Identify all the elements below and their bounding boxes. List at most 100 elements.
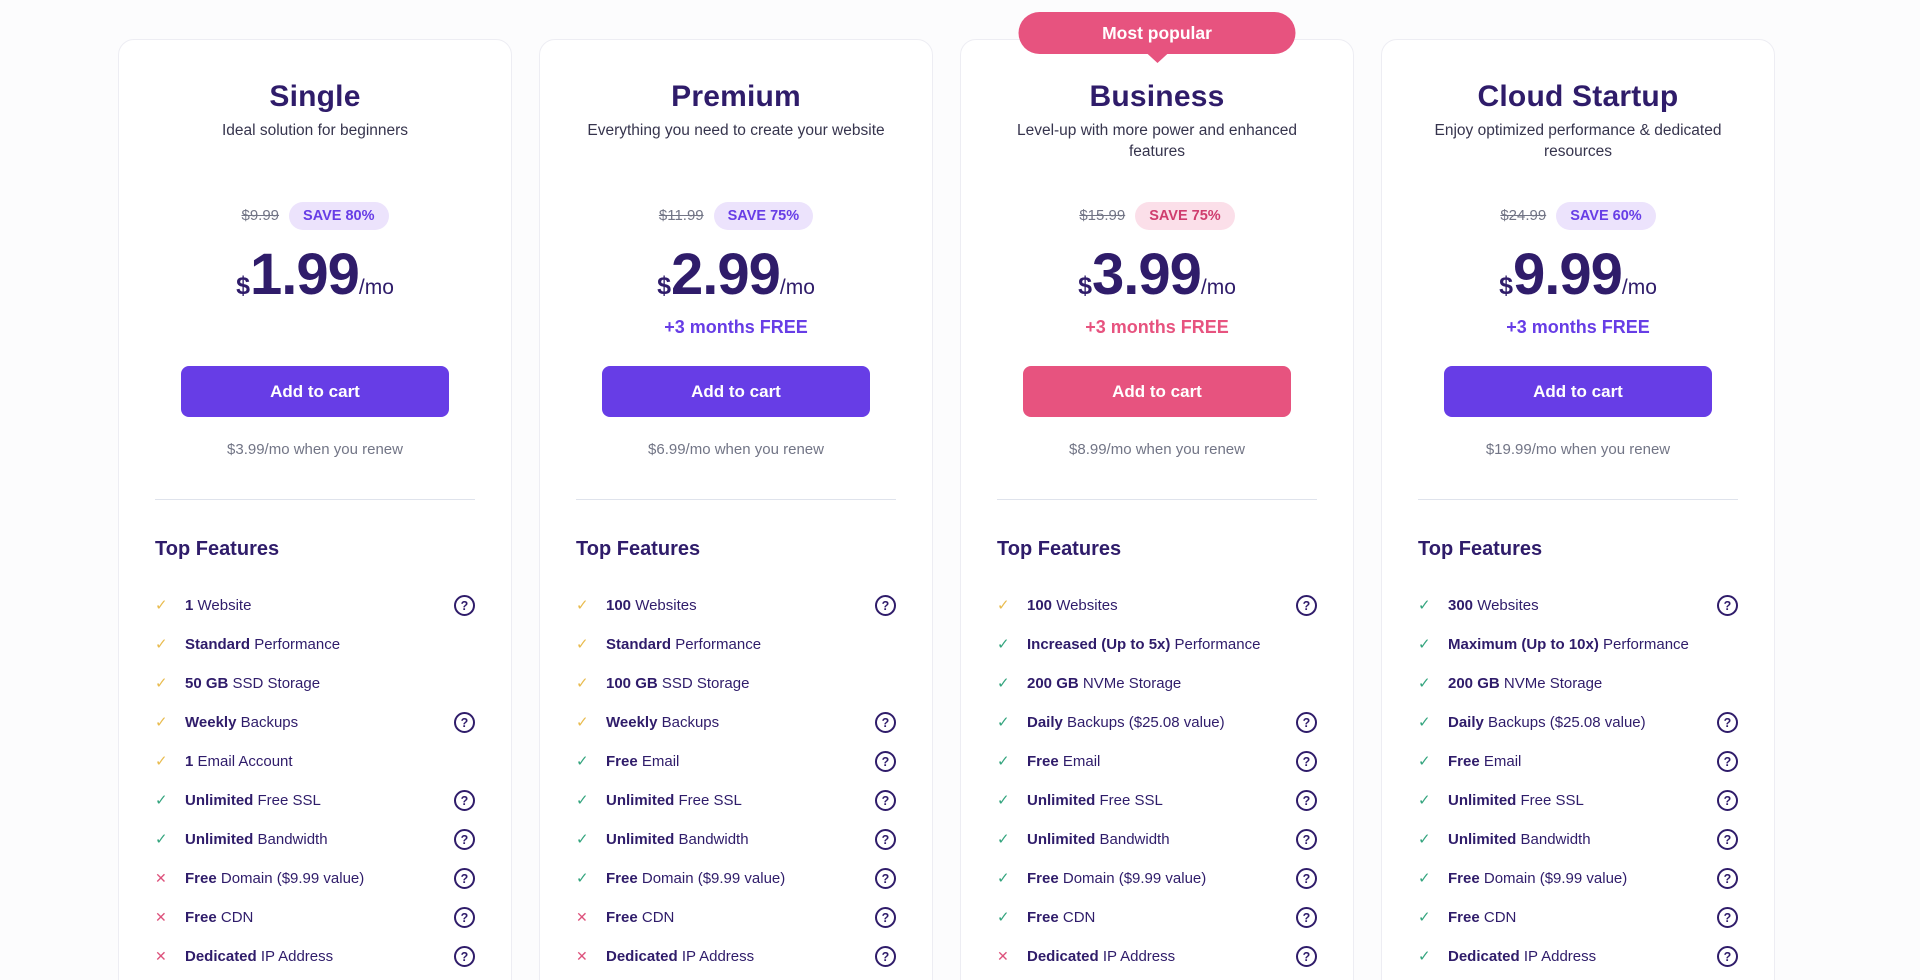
feature-text: Performance	[254, 636, 341, 653]
feature-bold-text: 50 GB	[185, 675, 229, 692]
plan-title: Cloud Startup	[1477, 80, 1679, 113]
feature-item: ✓ Free Domain ($9.99 value) ?	[1418, 867, 1738, 890]
help-icon[interactable]: ?	[1296, 868, 1317, 889]
help-icon[interactable]: ?	[875, 595, 896, 616]
feature-text: Backups ($25.08 value)	[1488, 714, 1646, 731]
help-icon[interactable]: ?	[1717, 790, 1738, 811]
help-icon[interactable]: ?	[1296, 712, 1317, 733]
check-icon: ✓	[997, 792, 1010, 809]
feature-item: ✓ 1 Website ?	[155, 594, 475, 617]
plan-subtitle: Ideal solution for beginners	[221, 122, 409, 139]
check-icon: ✓	[576, 636, 589, 653]
help-icon[interactable]: ?	[1296, 907, 1317, 928]
help-icon[interactable]: ?	[875, 751, 896, 772]
help-icon[interactable]: ?	[1296, 829, 1317, 850]
help-icon[interactable]: ?	[454, 712, 475, 733]
feature-text: NVMe Storage	[1082, 675, 1182, 692]
add-to-cart-button[interactable]: Add to cart	[1444, 366, 1712, 417]
price-amount: 2.99	[671, 242, 781, 307]
feature-label: 1 Email Account	[185, 753, 475, 770]
help-icon[interactable]: ?	[1717, 868, 1738, 889]
feature-bold-text: Weekly	[185, 714, 237, 731]
feature-text: IP Address	[1523, 948, 1597, 965]
help-icon[interactable]: ?	[454, 790, 475, 811]
help-icon[interactable]: ?	[454, 946, 475, 967]
most-popular-label: Most popular	[1102, 23, 1212, 43]
feature-bold-text: Free	[1027, 909, 1059, 926]
help-icon[interactable]: ?	[454, 868, 475, 889]
feature-text: Bandwidth	[1099, 831, 1170, 848]
feature-text: Free SSL	[1520, 792, 1584, 809]
help-icon[interactable]: ?	[454, 595, 475, 616]
feature-label: 200 GB NVMe Storage	[1448, 675, 1738, 692]
feature-item: ✓ Daily Backups ($25.08 value) ?	[997, 711, 1317, 734]
check-icon: ✓	[1418, 675, 1431, 692]
price-amount: 1.99	[250, 242, 360, 307]
feature-item: ✕ Free CDN ?	[576, 906, 896, 929]
feature-bold-text: Weekly	[606, 714, 658, 731]
cross-icon: ✕	[155, 948, 167, 964]
renewal-price-note: $19.99/mo when you renew	[1485, 441, 1671, 458]
feature-text: Backups ($25.08 value)	[1067, 714, 1225, 731]
plan-title: Single	[269, 80, 361, 113]
feature-text: Backups	[240, 714, 299, 731]
feature-item: ✓ Daily Backups ($25.08 value) ?	[1418, 711, 1738, 734]
help-icon[interactable]: ?	[875, 907, 896, 928]
pricing-card-premium: Premium Everything you need to create yo…	[539, 39, 933, 980]
help-icon[interactable]: ?	[454, 829, 475, 850]
add-to-cart-button[interactable]: Add to cart	[602, 366, 870, 417]
help-icon[interactable]: ?	[1717, 907, 1738, 928]
feature-text: Email	[1483, 753, 1522, 770]
help-icon[interactable]: ?	[875, 712, 896, 733]
feature-label: Free CDN	[1448, 909, 1717, 926]
feature-bold-text: Standard	[606, 636, 672, 653]
feature-text: IP Address	[681, 948, 755, 965]
feature-label: 50 GB SSD Storage	[185, 675, 475, 692]
top-features-heading: Top Features	[997, 538, 1122, 560]
help-icon[interactable]: ?	[1296, 946, 1317, 967]
check-icon: ✓	[1418, 831, 1431, 848]
feature-label: Free Email	[606, 753, 875, 770]
features-list: ✓ 100 Websites ? ✓ Standard Performance …	[576, 594, 896, 968]
check-icon: ✓	[997, 597, 1010, 614]
price-row: $15.99 SAVE 75%	[997, 200, 1317, 231]
feature-bold-text: Free	[1027, 870, 1059, 887]
feature-item: ✕ Dedicated IP Address ?	[576, 945, 896, 968]
add-to-cart-button[interactable]: Add to cart	[181, 366, 449, 417]
feature-item: ✓ 100 GB SSD Storage	[576, 672, 896, 695]
bonus-offer	[155, 317, 475, 342]
feature-label: Free CDN	[1027, 909, 1296, 926]
help-icon[interactable]: ?	[875, 868, 896, 889]
help-icon[interactable]: ?	[1717, 751, 1738, 772]
top-features-heading: Top Features	[576, 538, 701, 560]
feature-item: ✓ Increased (Up to 5x) Performance	[997, 633, 1317, 656]
save-badge: SAVE 75%	[713, 201, 814, 230]
help-icon[interactable]: ?	[875, 790, 896, 811]
help-icon[interactable]: ?	[875, 946, 896, 967]
help-icon[interactable]: ?	[1296, 790, 1317, 811]
pricing-cards: Single Ideal solution for beginners $9.9…	[118, 12, 1775, 980]
feature-label: Free Domain ($9.99 value)	[606, 870, 875, 887]
check-icon: ✓	[1418, 948, 1431, 965]
feature-label: Weekly Backups	[185, 714, 454, 731]
add-to-cart-button[interactable]: Add to cart	[1023, 366, 1291, 417]
help-icon[interactable]: ?	[1717, 595, 1738, 616]
help-icon[interactable]: ?	[1717, 712, 1738, 733]
old-price: $24.99	[1500, 207, 1547, 224]
cross-icon: ✕	[155, 909, 167, 925]
plan-subtitle: Level-up with more power and enhanced fe…	[1016, 122, 1298, 160]
help-icon[interactable]: ?	[875, 829, 896, 850]
old-price: $9.99	[241, 207, 280, 224]
help-icon[interactable]: ?	[454, 907, 475, 928]
help-icon[interactable]: ?	[1296, 751, 1317, 772]
feature-item: ✕ Dedicated IP Address ?	[155, 945, 475, 968]
feature-bold-text: 100 GB	[606, 675, 658, 692]
help-icon[interactable]: ?	[1296, 595, 1317, 616]
save-badge: SAVE 80%	[289, 201, 389, 230]
help-icon[interactable]: ?	[1717, 829, 1738, 850]
price-amount: 9.99	[1513, 242, 1623, 307]
check-icon: ✓	[155, 675, 168, 692]
feature-text: Domain ($9.99 value)	[1062, 870, 1207, 887]
feature-bold-text: Unlimited	[1448, 831, 1517, 848]
help-icon[interactable]: ?	[1717, 946, 1738, 967]
